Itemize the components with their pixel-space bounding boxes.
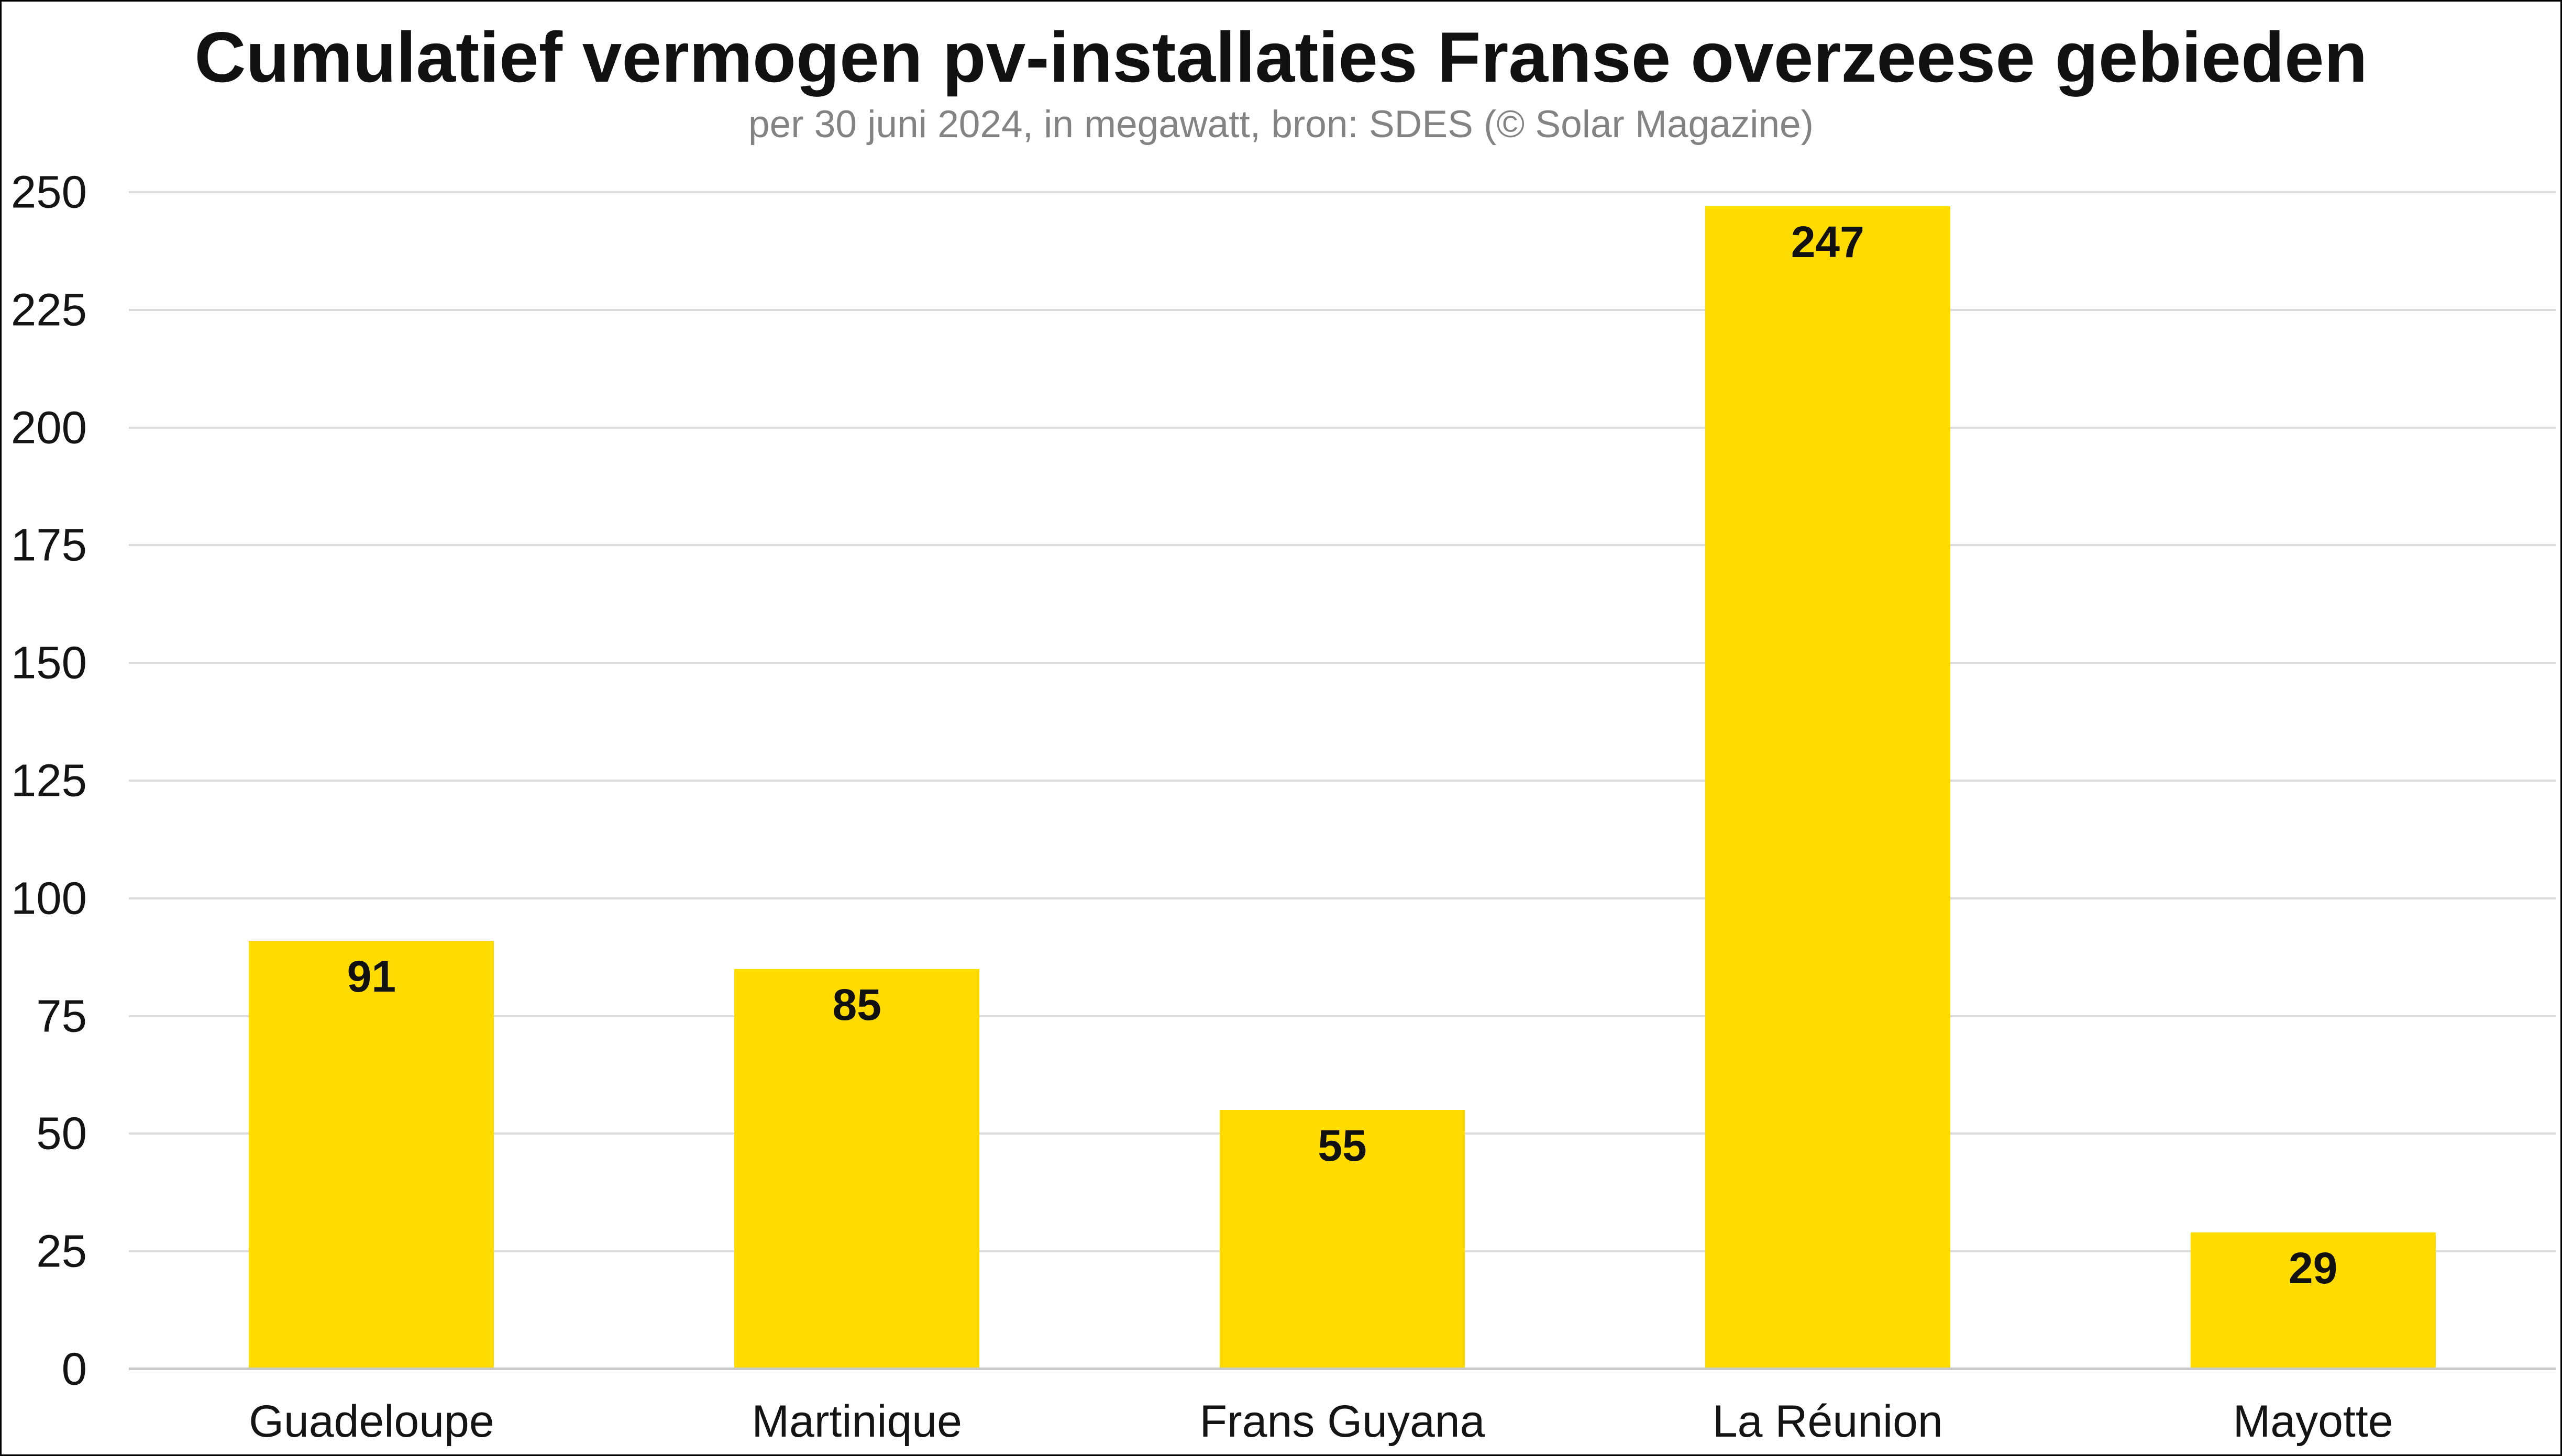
y-tick-label-125: 125 <box>10 755 87 806</box>
x-label-guadeloupe: Guadeloupe <box>249 1396 494 1447</box>
gridline-75 <box>129 1015 2556 1017</box>
bar-martinique <box>734 969 980 1369</box>
y-tick-label-100: 100 <box>10 873 87 924</box>
y-axis: 0 25 50 75 100 125 150 175 200 225 250 <box>0 170 87 1392</box>
x-label-martinique: Martinique <box>752 1396 962 1447</box>
chart-title: Cumulatief vermogen pv-installaties Fran… <box>194 17 2368 97</box>
bar-guadeloupe <box>249 940 494 1369</box>
bar-value-frans-guyana: 55 <box>1318 1121 1367 1171</box>
x-axis: Guadeloupe Martinique Frans Guyana La Réuni… <box>129 1397 2556 1456</box>
y-tick-label-250: 250 <box>10 166 87 218</box>
bar-value-guadeloupe: 91 <box>347 951 396 1001</box>
y-tick-label-75: 75 <box>36 991 87 1042</box>
x-axis-baseline <box>129 1368 2556 1370</box>
y-tick-label-0: 0 <box>61 1343 87 1395</box>
bar-value-martinique: 85 <box>832 980 881 1029</box>
gridline-250 <box>129 191 2556 193</box>
bar-la-reunion <box>1705 206 1950 1369</box>
gridline-225 <box>129 308 2556 311</box>
y-tick-label-150: 150 <box>10 637 87 688</box>
bar-value-mayotte: 29 <box>2288 1243 2338 1293</box>
bar-value-la-reunion: 247 <box>1791 217 1864 266</box>
chart-subtitle: per 30 juni 2024, in megawatt, bron: SDE… <box>748 103 1814 146</box>
gridline-100 <box>129 897 2556 899</box>
y-tick-label-50: 50 <box>36 1108 87 1159</box>
x-label-mayotte: Mayotte <box>2233 1396 2393 1447</box>
x-label-frans-guyana: Frans Guyana <box>1199 1396 1485 1447</box>
gridline-150 <box>129 662 2556 664</box>
bar-frans-guyana <box>1220 1110 1465 1369</box>
y-tick-label-25: 25 <box>36 1226 87 1277</box>
x-label-la-reunion: La Réunion <box>1712 1396 1943 1447</box>
gridline-175 <box>129 544 2556 547</box>
plot-area: 91 85 55 247 29 <box>129 191 2556 1370</box>
gridline-125 <box>129 780 2556 782</box>
y-tick-label-225: 225 <box>10 284 87 336</box>
bar-mayotte <box>2190 1232 2436 1369</box>
y-tick-label-200: 200 <box>10 402 87 453</box>
gridline-200 <box>129 426 2556 429</box>
y-tick-label-175: 175 <box>10 519 87 571</box>
